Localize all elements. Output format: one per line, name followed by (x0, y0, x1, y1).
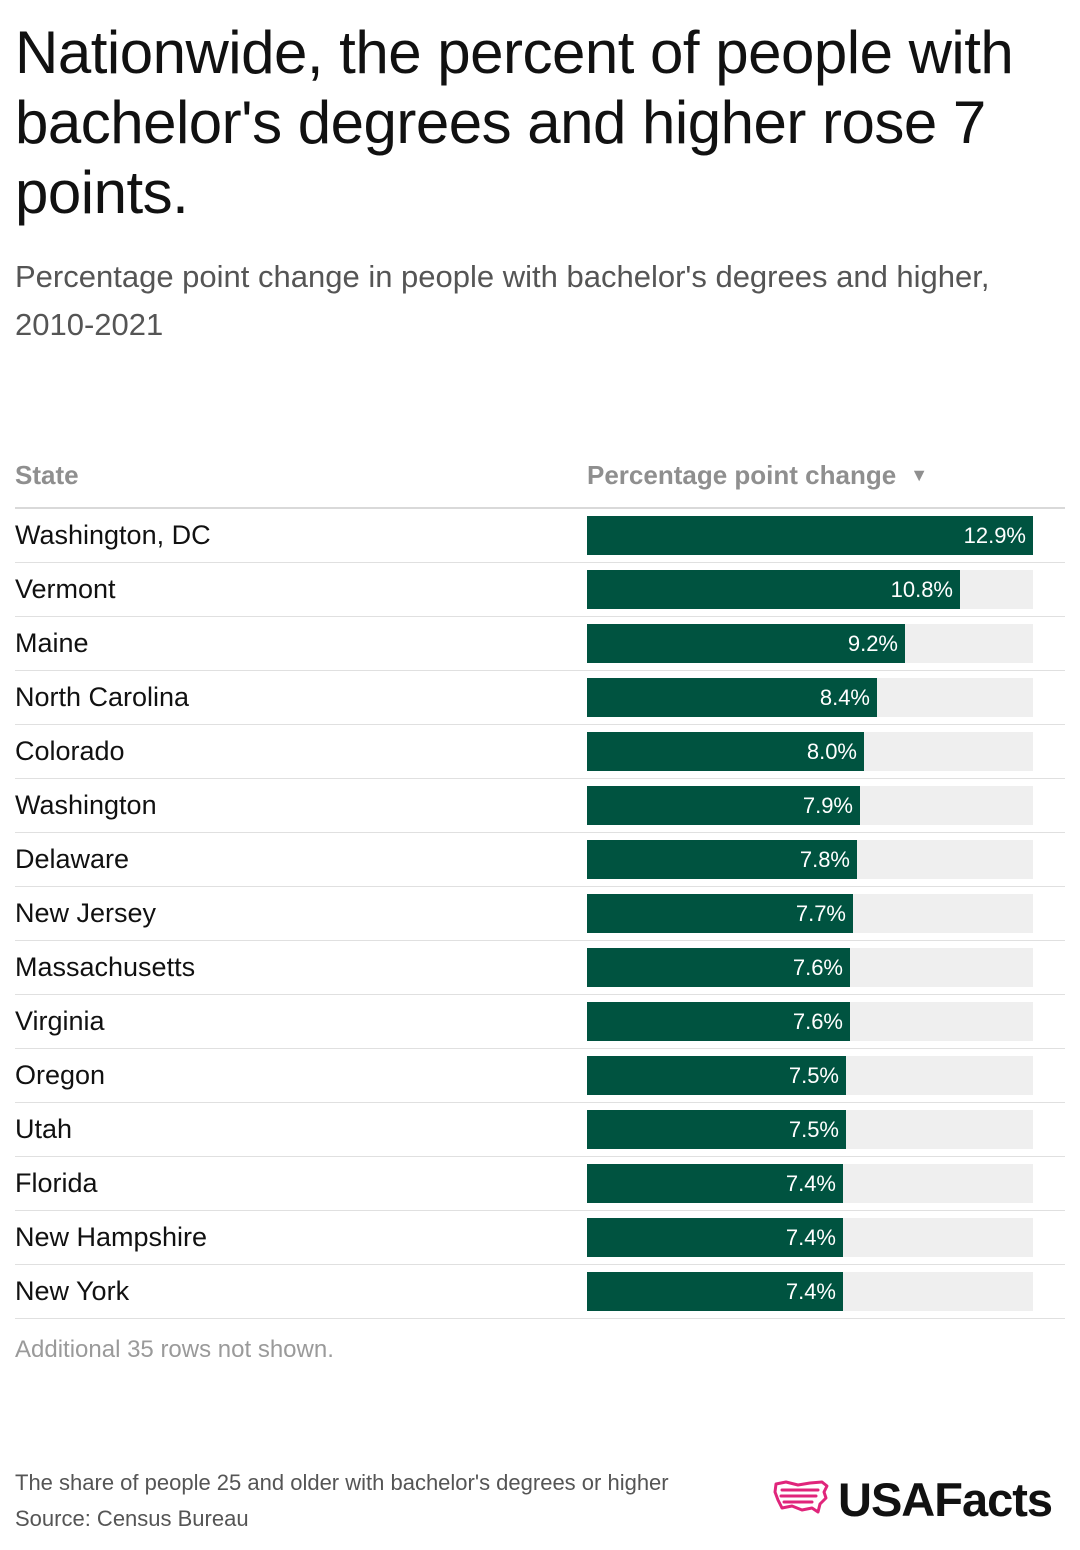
bar-value-label: 9.2% (847, 631, 898, 656)
table-row: Massachusetts 7.6% (15, 941, 1065, 995)
state-name: Massachusetts (15, 952, 196, 982)
bar-track: 7.4% (587, 1164, 1033, 1203)
bar: 7.8% (587, 840, 857, 879)
bar-value-label: 7.7% (795, 901, 846, 926)
footnote: The share of people 25 and older with ba… (15, 1470, 669, 1495)
state-name: New York (15, 1276, 130, 1306)
bar-value-label: 7.9% (802, 793, 853, 818)
state-name: Oregon (15, 1060, 106, 1090)
bar: 7.6% (587, 948, 850, 987)
state-name: Washington, DC (15, 520, 211, 550)
table-row: Oregon 7.5% (15, 1049, 1065, 1103)
bar-value-label: 7.4% (785, 1225, 836, 1250)
bar-track: 10.8% (587, 570, 1033, 609)
rows-hidden-note: Additional 35 rows not shown. (15, 1336, 334, 1363)
bar-value-label: 8.0% (806, 739, 857, 764)
state-name: Delaware (15, 844, 130, 874)
table-row: New Hampshire 7.4% (15, 1211, 1065, 1265)
bar: 10.8% (587, 570, 960, 609)
bar-track: 7.4% (587, 1218, 1033, 1257)
bar: 12.9% (587, 516, 1033, 555)
table-row: Florida 7.4% (15, 1157, 1065, 1211)
bar-value-label: 12.9% (963, 523, 1026, 548)
bar-value-label: 8.4% (819, 685, 870, 710)
state-name: New Jersey (15, 898, 157, 928)
table-row: Utah 7.5% (15, 1103, 1065, 1157)
column-header-state[interactable]: State (15, 460, 79, 490)
state-name: Utah (15, 1114, 73, 1144)
bar-track: 7.5% (587, 1110, 1033, 1149)
bar-track: 7.4% (587, 1272, 1033, 1311)
bar-value-label: 10.8% (890, 577, 953, 602)
bar-track: 7.9% (587, 786, 1033, 825)
page-subtitle: Percentage point change in people with b… (15, 259, 990, 342)
bar-track: 7.6% (587, 948, 1033, 987)
bar-value-label: 7.6% (792, 955, 843, 980)
state-name: Colorado (15, 736, 125, 766)
bar: 8.0% (587, 732, 864, 771)
bar: 7.4% (587, 1164, 843, 1203)
table-row: Washington 7.9% (15, 779, 1065, 833)
page-title: Nationwide, the percent of people with b… (15, 19, 1014, 226)
state-name: Vermont (15, 574, 116, 604)
state-name: North Carolina (15, 682, 190, 712)
us-map-flag-icon (773, 1480, 829, 1514)
bar: 7.4% (587, 1272, 843, 1311)
table-row: New Jersey 7.7% (15, 887, 1065, 941)
table-row: Colorado 8.0% (15, 725, 1065, 779)
bar: 7.4% (587, 1218, 843, 1257)
table-row: Vermont 10.8% (15, 563, 1065, 617)
table-header: State Percentage point change ▼ (15, 445, 1065, 509)
bar: 9.2% (587, 624, 905, 663)
bar-value-label: 7.4% (785, 1171, 836, 1196)
table-row: New York 7.4% (15, 1265, 1065, 1319)
bar-track: 8.0% (587, 732, 1033, 771)
state-name: New Hampshire (15, 1222, 208, 1252)
bar: 7.9% (587, 786, 860, 825)
bar: 7.6% (587, 1002, 850, 1041)
bar: 7.5% (587, 1110, 846, 1149)
table-row: Virginia 7.6% (15, 995, 1065, 1049)
usafacts-logo: USAFacts (772, 1470, 1067, 1530)
bar-track: 7.8% (587, 840, 1033, 879)
sort-descending-icon[interactable]: ▼ (910, 465, 929, 485)
state-name: Florida (15, 1168, 98, 1198)
bar-value-label: 7.8% (799, 847, 850, 872)
state-name: Virginia (15, 1006, 105, 1036)
bar: 8.4% (587, 678, 877, 717)
bar-track: 7.7% (587, 894, 1033, 933)
data-table: State Percentage point change ▼ Washingto… (15, 445, 1065, 1319)
bar-value-label: 7.4% (785, 1279, 836, 1304)
table-row: North Carolina 8.4% (15, 671, 1065, 725)
bar-track: 9.2% (587, 624, 1033, 663)
table-row: Washington, DC 12.9% (15, 509, 1065, 563)
table-body: Washington, DC 12.9% Vermont 10.8% Maine 9.2%… (15, 509, 1065, 1319)
bar-value-label: 7.5% (788, 1063, 839, 1088)
table-row: Delaware 7.8% (15, 833, 1065, 887)
logo-wordmark: USAFacts (838, 1473, 1053, 1526)
bar-track: 7.5% (587, 1056, 1033, 1095)
bar: 7.7% (587, 894, 853, 933)
state-name: Washington (15, 790, 157, 820)
bar-value-label: 7.5% (788, 1117, 839, 1142)
bar-track: 12.9% (587, 516, 1033, 555)
column-header-change-label: Percentage point change (587, 460, 897, 490)
table-row: Maine 9.2% (15, 617, 1065, 671)
bar-track: 7.6% (587, 1002, 1033, 1041)
state-name: Maine (15, 628, 89, 658)
source-note: Source: Census Bureau (15, 1506, 249, 1531)
bar: 7.5% (587, 1056, 846, 1095)
bar-track: 8.4% (587, 678, 1033, 717)
bar-value-label: 7.6% (792, 1009, 843, 1034)
column-header-change[interactable]: Percentage point change ▼ (587, 460, 928, 491)
